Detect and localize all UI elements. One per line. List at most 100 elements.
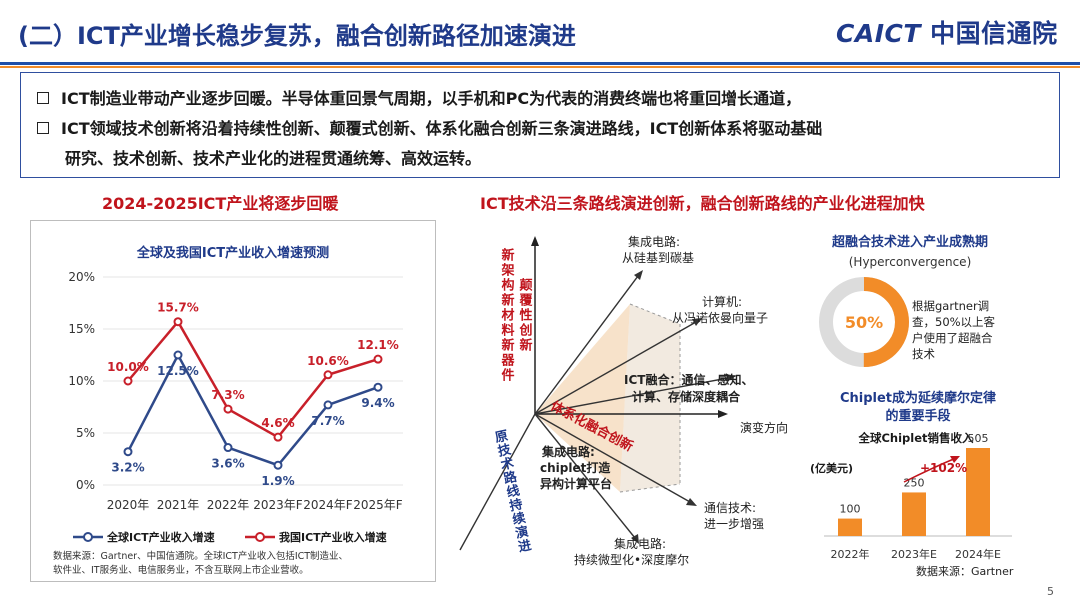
computer-label: 计算机: — [702, 294, 742, 309]
right-section-title: ICT技术沿三条路线演进创新，融合创新路线的产业化进程加快 — [480, 194, 925, 213]
series-line — [126, 352, 379, 467]
arrow-right-icon — [718, 410, 728, 418]
ic-top-label: 集成电路: — [628, 234, 680, 249]
caict-logo: CAICT 中国信通院 — [836, 14, 1058, 50]
hyper-donut: 50% — [819, 277, 909, 367]
arrow-icon — [950, 456, 960, 463]
data-point — [173, 317, 183, 327]
ic-bottom-label: 集成电路: — [614, 536, 666, 551]
x-tick-label: 2023年F — [253, 498, 303, 512]
hyper-desc: 户使用了超融合 — [912, 331, 993, 345]
comm-label: 通信技术: — [704, 501, 756, 515]
chiplet-bar — [966, 448, 990, 536]
data-point — [223, 443, 233, 453]
new-architecture-label: 新架构新材料新器件 — [499, 247, 516, 383]
hyper-title: 超融合技术进入产业成熟期 — [832, 234, 988, 250]
hyper-desc: 查，50%以上客 — [912, 315, 996, 329]
data-source-line2: 软件业、IT服务业、电信服务业，不含互联网上市企业营收。 — [53, 564, 309, 576]
x-tick-label: 2021年 — [157, 498, 200, 512]
sustaining-innovation-label: 原技术路线持续演进 — [491, 428, 533, 555]
innovation-panel: 新架构新材料新器件 颠覆性创新 原技术路线持续演进 体系化融合创新 演变方向 集… — [440, 220, 1032, 582]
y-tick-label: 15% — [68, 322, 95, 336]
data-point — [373, 382, 383, 392]
growth-line-chart: 全球及我国ICT产业收入增速预测 0% 5% 10% 15% 20% 2020年 2021年… — [53, 245, 403, 576]
y-tick-label: 5% — [76, 426, 95, 440]
arrow-up-icon — [531, 236, 539, 246]
computer-desc: 从冯诺依曼向量子 — [672, 310, 768, 325]
data-label: 3.6% — [211, 457, 244, 471]
data-label: 12.5% — [157, 364, 199, 378]
data-label: 1.9% — [261, 474, 294, 488]
bullet-item-continued: 研究、技术创新、技术产业化的进程贯通统筹、高效运转。 — [65, 149, 482, 168]
hyper-subtitle: (Hyperconvergence) — [849, 255, 972, 269]
bar-value-label: 100 — [840, 503, 861, 516]
checkbox-square-icon — [37, 92, 49, 104]
header-rule-blue — [0, 62, 1080, 65]
bar-category-label: 2022年 — [831, 547, 870, 561]
x-tick-label: 2020年 — [107, 498, 150, 512]
data-point — [123, 447, 133, 457]
bar-category-label: 2024年E — [955, 547, 1001, 561]
data-point — [323, 370, 333, 380]
data-point — [173, 350, 183, 360]
growth-arrow — [903, 457, 957, 483]
bullet-item: ICT制造业带动产业逐步回暖。半导体重回景气周期，以手机和PC为代表的消费终端也… — [37, 85, 801, 109]
legend-global: 全球ICT产业收入增速 — [106, 530, 215, 544]
left-section-title: 2024-2025ICT产业将逐步回暖 — [102, 194, 339, 213]
series-line — [127, 319, 379, 439]
logo-name: 中国信通院 — [930, 19, 1058, 48]
bar-value-label: 505 — [968, 432, 989, 445]
x-tick-label: 2024年F — [303, 498, 353, 512]
legend: 全球ICT产业收入增速 我国ICT产业收入增速 — [73, 530, 387, 544]
chiplet-bar — [838, 518, 862, 536]
y-tick-label: 20% — [68, 270, 95, 284]
hyper-desc: 技术 — [912, 347, 935, 361]
data-source-line1: 数据来源：Gartner、中国信通院。全球ICT产业收入包括ICT制造业、 — [53, 550, 348, 562]
ic-mid-desc: chiplet打造 — [540, 460, 611, 475]
data-label: 10.6% — [307, 354, 349, 368]
fusion-plane — [535, 304, 630, 492]
x-tick-label: 2025年F — [353, 498, 403, 512]
data-label: 7.7% — [311, 414, 344, 428]
data-point — [323, 400, 333, 410]
bullet-item: ICT领域技术创新将沿着持续性创新、颠覆式创新、体系化融合创新三条演进路线，IC… — [37, 115, 822, 139]
y-tick-label: 0% — [76, 478, 95, 492]
comm-desc: 进一步增强 — [704, 517, 764, 531]
fusion-plane-side — [620, 304, 680, 492]
data-label: 4.6% — [261, 416, 294, 430]
chiplet-bar — [902, 492, 926, 536]
ic-bottom-desc: 持续微型化•深度摩尔 — [574, 552, 689, 567]
data-label: 3.2% — [111, 461, 144, 475]
hyper-desc: 根据gartner调 — [912, 299, 989, 313]
chart-title: 全球及我国ICT产业收入增速预测 — [136, 245, 329, 261]
legend-china: 我国ICT产业收入增速 — [279, 530, 387, 544]
ic-mid-desc2: 异构计算平台 — [540, 476, 612, 491]
data-label: 7.3% — [211, 388, 244, 402]
x-tick-label: 2022年 — [207, 498, 250, 512]
page-title: (二）ICT产业增长稳步复苏，融合创新路径加速演进 — [18, 22, 576, 50]
logo-abbr: CAICT — [836, 19, 921, 48]
chiplet-unit: (亿美元) — [810, 461, 853, 475]
growth-chart-panel: 全球及我国ICT产业收入增速预测 0% 5% 10% 15% 20% 2020年 2021年… — [30, 220, 436, 582]
bar-value-label: 250 — [904, 476, 925, 489]
header-rule-orange — [0, 66, 1080, 68]
evolve-direction-label: 演变方向 — [740, 420, 788, 435]
data-label: 12.1% — [357, 338, 399, 352]
disruptive-innovation-label: 颠覆性创新 — [517, 277, 534, 353]
data-label: 10.0% — [107, 360, 149, 374]
data-point — [123, 376, 133, 386]
bar-category-label: 2023年E — [891, 547, 937, 561]
ict-fusion-desc: 计算、存储深度耦合 — [632, 389, 741, 404]
data-point — [273, 432, 283, 442]
data-point — [273, 460, 283, 470]
ic-mid-label: 集成电路: — [541, 444, 595, 459]
page-number: 5 — [1047, 585, 1054, 598]
y-tick-label: 10% — [68, 374, 95, 388]
growth-label: +102% — [920, 461, 967, 475]
checkbox-square-icon — [37, 122, 49, 134]
data-label: 15.7% — [157, 301, 199, 315]
hyper-percent: 50% — [845, 313, 883, 332]
data-point — [223, 404, 233, 414]
chiplet-title: Chiplet成为延续摩尔定律 — [840, 390, 996, 406]
chiplet-title2: 的重要手段 — [885, 408, 950, 424]
